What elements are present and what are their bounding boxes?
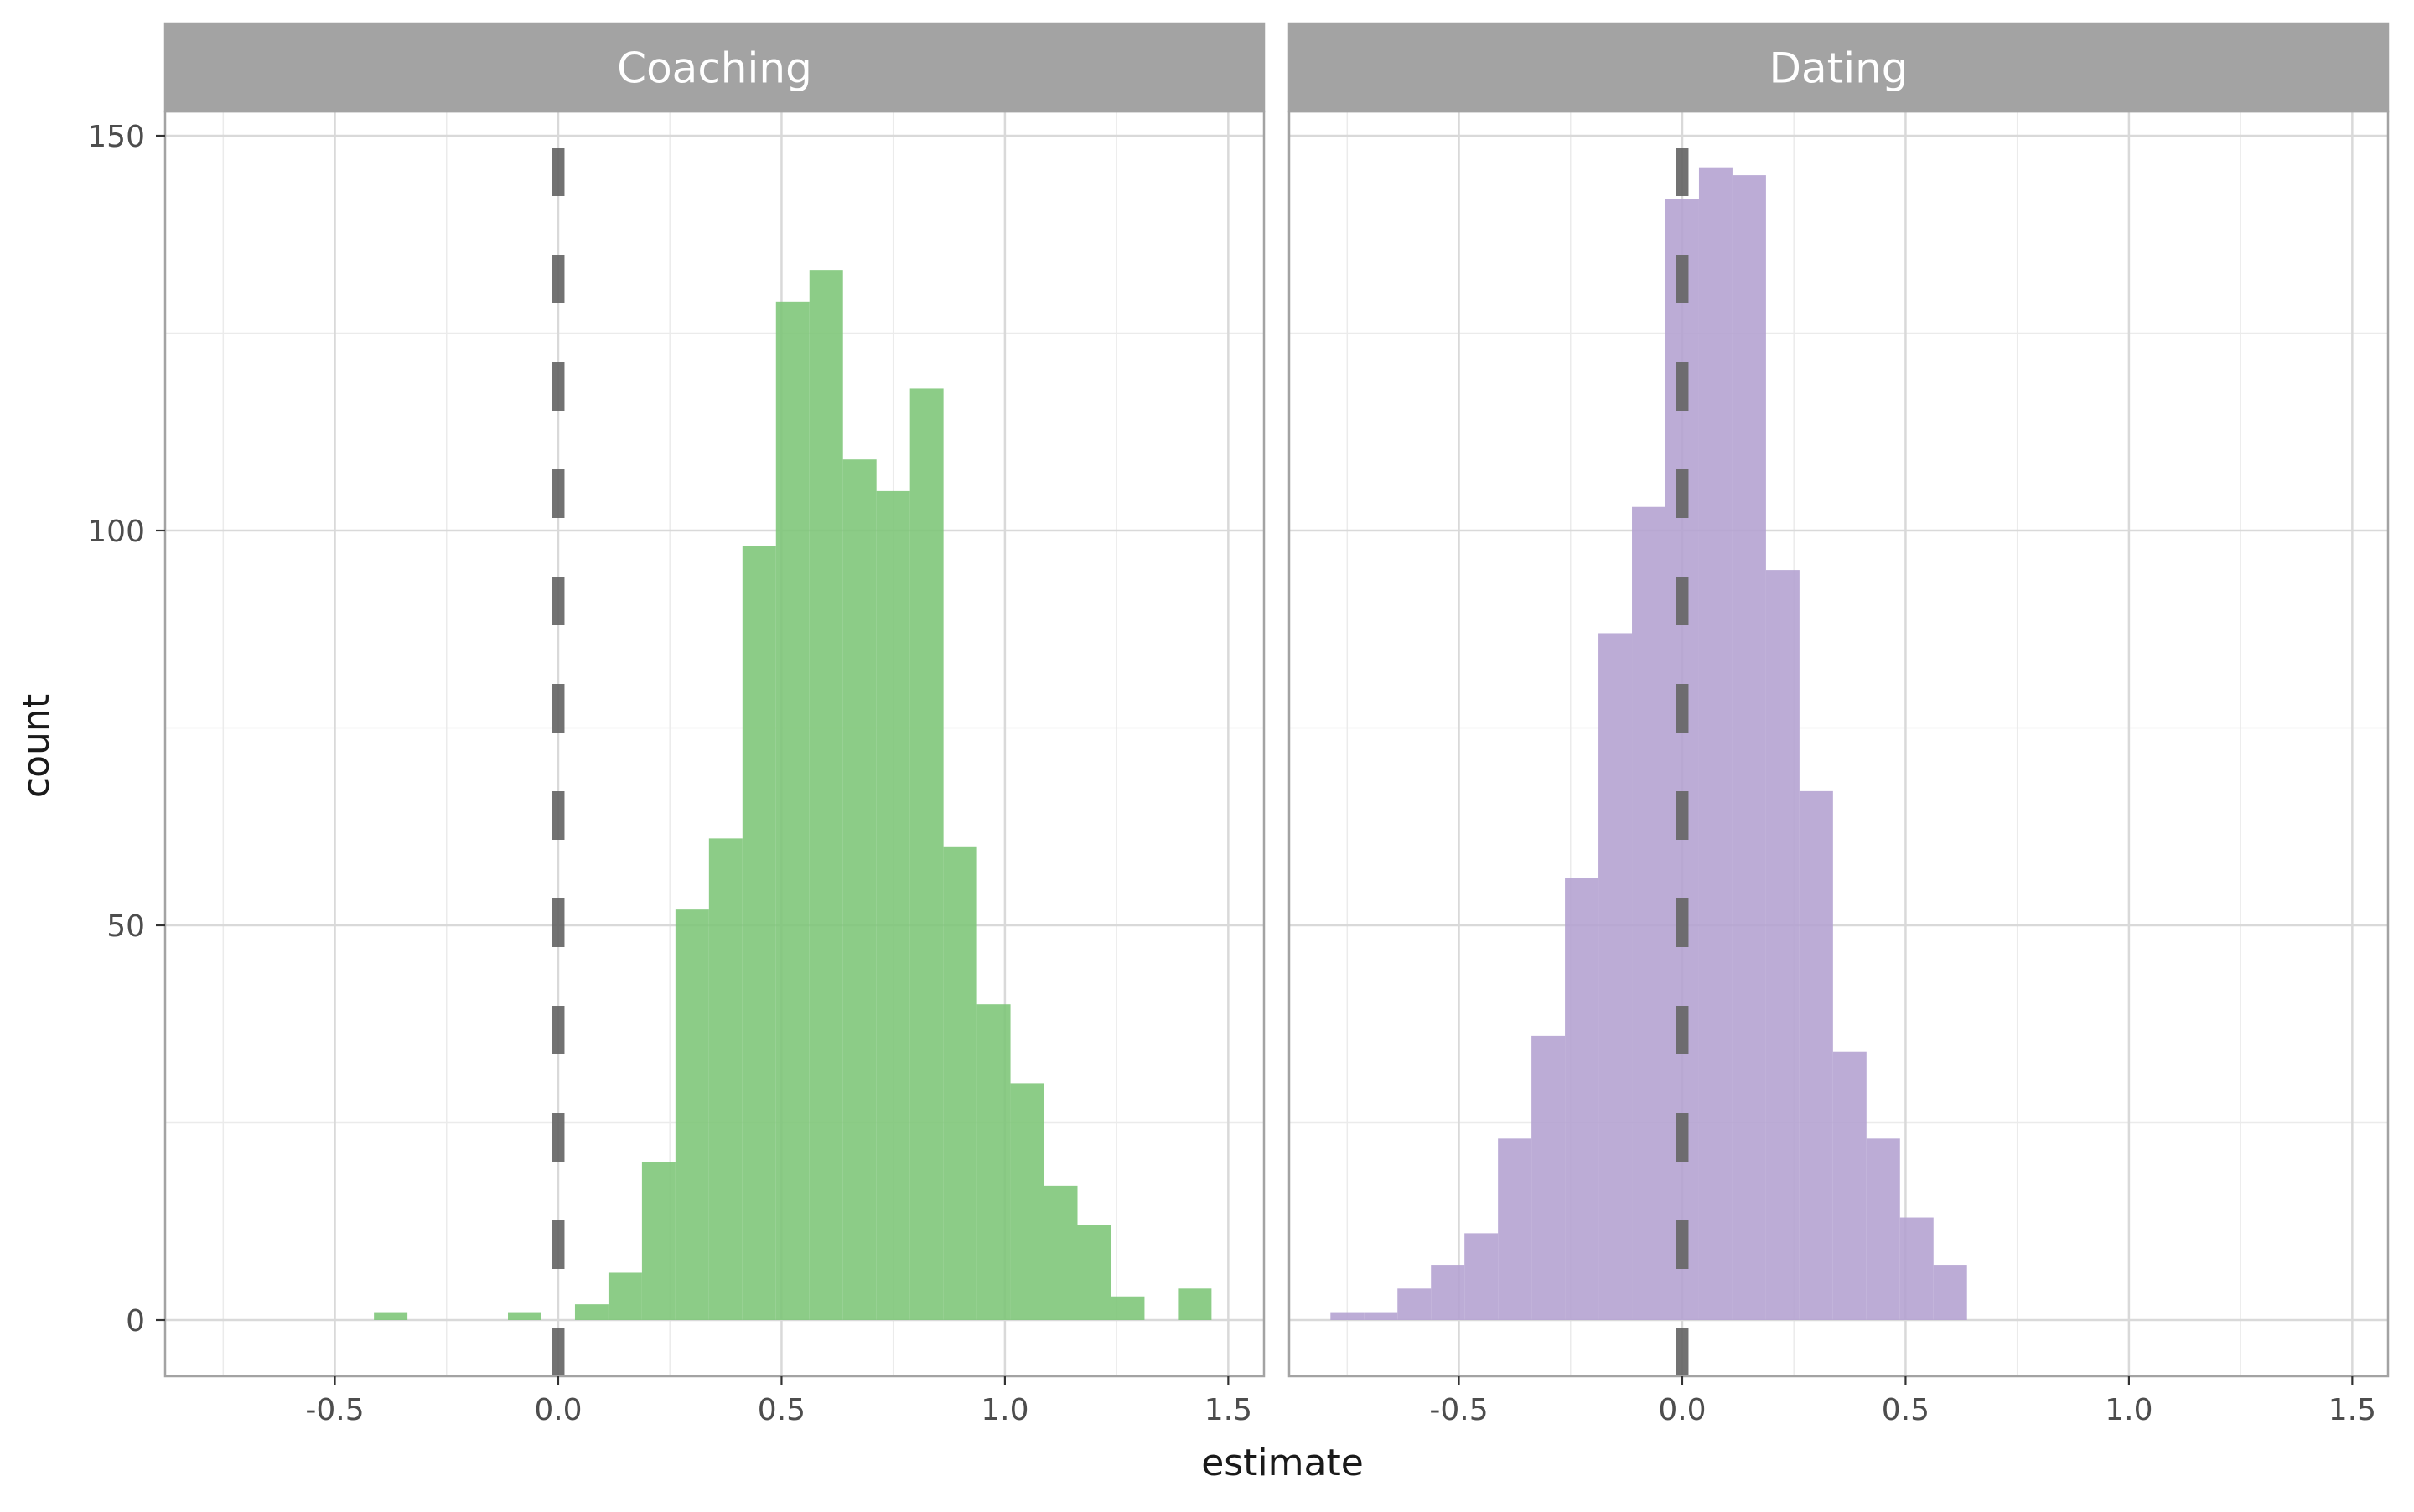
histogram-bar: [943, 846, 977, 1320]
y-axis-title: count: [15, 694, 58, 798]
histogram-bar: [1111, 1296, 1145, 1320]
histogram-bar: [775, 301, 810, 1320]
x-tick-label: 1.0: [981, 1393, 1028, 1427]
histogram-bar: [1077, 1225, 1111, 1320]
histogram-bar: [1498, 1138, 1532, 1320]
facet-strip-label: Dating: [1769, 44, 1908, 93]
histogram-bar: [976, 1004, 1011, 1320]
histogram-bar: [1866, 1138, 1900, 1320]
x-tick-label: 0.5: [758, 1393, 806, 1427]
panels-group: Coaching -0.5 0.0 0.5 1.0 1.5 0 50 100 150 Dating -…: [87, 22, 2390, 1427]
y-tick-label: 150: [87, 120, 145, 154]
x-tick-label: 1.5: [1204, 1393, 1252, 1427]
histogram-bar: [1397, 1288, 1432, 1320]
histogram-bar: [1364, 1312, 1398, 1320]
histogram-bar: [508, 1312, 541, 1320]
histogram-bar: [1765, 570, 1800, 1320]
histogram-bar: [909, 388, 944, 1321]
x-tick-label: 0.5: [1882, 1393, 1930, 1427]
histogram-bar: [1010, 1083, 1044, 1320]
histogram-bar: [1330, 1312, 1365, 1320]
facet-panel-coaching: Coaching -0.5 0.0 0.5 1.0 1.5 0 50 100 150: [87, 22, 1266, 1427]
facet-strip: [1287, 22, 2390, 113]
histogram-bar: [1431, 1265, 1465, 1320]
histogram-bar: [1178, 1288, 1212, 1320]
facet-panel-dating: Dating -0.5 0.0 0.5 1.0 1.5: [1287, 22, 2390, 1427]
x-tick-label: -0.5: [1429, 1393, 1488, 1427]
facet-strip: [163, 22, 1266, 113]
histogram-bar: [1732, 175, 1766, 1321]
histogram-bar: [574, 1304, 609, 1320]
histogram-bar: [675, 909, 709, 1320]
facet-strip-label: Coaching: [617, 44, 812, 93]
histogram-bar: [1832, 1051, 1867, 1320]
histogram-bar: [608, 1272, 642, 1320]
histogram-bar: [1899, 1217, 1934, 1320]
x-tick-label: 0.0: [1658, 1393, 1706, 1427]
histogram-bar: [1598, 633, 1633, 1320]
histogram-bar: [708, 838, 743, 1320]
histogram-bar: [742, 546, 776, 1320]
histogram-bar: [1698, 167, 1733, 1321]
x-tick-label: 1.5: [2329, 1393, 2376, 1427]
histogram-bar: [1464, 1233, 1499, 1320]
histogram-bars-dating: [1330, 167, 1967, 1321]
histogram-bar: [1044, 1185, 1078, 1320]
histogram-bar: [641, 1162, 676, 1320]
y-tick-label: 50: [106, 909, 145, 944]
histogram-bar: [1565, 878, 1599, 1320]
histogram-bar: [1531, 1035, 1566, 1320]
histogram-bars-coaching: [374, 270, 1212, 1321]
histogram-bar: [842, 459, 877, 1320]
histogram-bar: [1933, 1265, 1967, 1320]
y-tick-label: 0: [126, 1304, 145, 1339]
x-tick-label: 0.0: [534, 1393, 582, 1427]
histogram-bar: [1799, 790, 1833, 1320]
x-axis-title: estimate: [1201, 1442, 1364, 1484]
x-tick-label: 1.0: [2105, 1393, 2152, 1427]
histogram-bar: [374, 1312, 408, 1320]
x-tick-label: -0.5: [305, 1393, 364, 1427]
histogram-bar: [809, 270, 843, 1320]
histogram-bar: [1632, 506, 1665, 1320]
histogram-bar: [876, 490, 910, 1320]
y-tick-label: 100: [87, 515, 145, 549]
